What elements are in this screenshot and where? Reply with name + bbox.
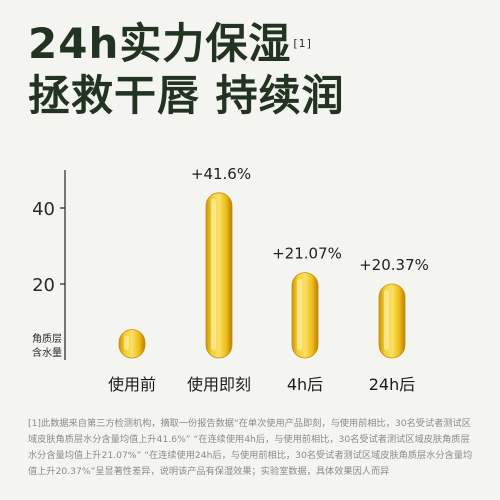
x-category-label: 使用前 (108, 375, 156, 394)
x-category-label: 使用即刻 (187, 375, 251, 394)
capsule-highlight (384, 290, 389, 350)
y-axis-label: 角质层 (32, 333, 62, 345)
disclaimer-footnote: [1]此数据来自第三方检测机构，摘取一份报告数据“在单次使用产品即刻，与使用前相… (28, 418, 473, 477)
y-axis-label: 含水量 (32, 346, 62, 359)
capsule-bar (118, 329, 146, 359)
headline-line-2: 拯救干唇 持续润 (28, 71, 345, 120)
capsule-highlight (124, 335, 129, 350)
data-label: +41.6% (191, 165, 251, 183)
capsule-highlight (211, 198, 216, 350)
capsule-highlight (297, 278, 302, 350)
headline-text-1: 24h实力保湿 (28, 19, 292, 68)
y-tick-label: 40 (32, 199, 55, 220)
capsule-bar (378, 283, 406, 359)
x-category-label: 4h后 (287, 375, 323, 394)
capsule-bar (205, 192, 233, 359)
headline: 24h实力保湿 [1] 拯救干唇 持续润 (28, 18, 345, 122)
capsule-bar (291, 272, 319, 359)
footnote-mark: [1] (293, 37, 312, 50)
data-label: +21.07% (272, 245, 342, 263)
y-tick-label: 20 (32, 275, 55, 296)
x-category-label: 24h后 (369, 375, 416, 394)
headline-line-1: 24h实力保湿 [1] (28, 18, 345, 70)
data-label: +20.37% (359, 256, 429, 274)
